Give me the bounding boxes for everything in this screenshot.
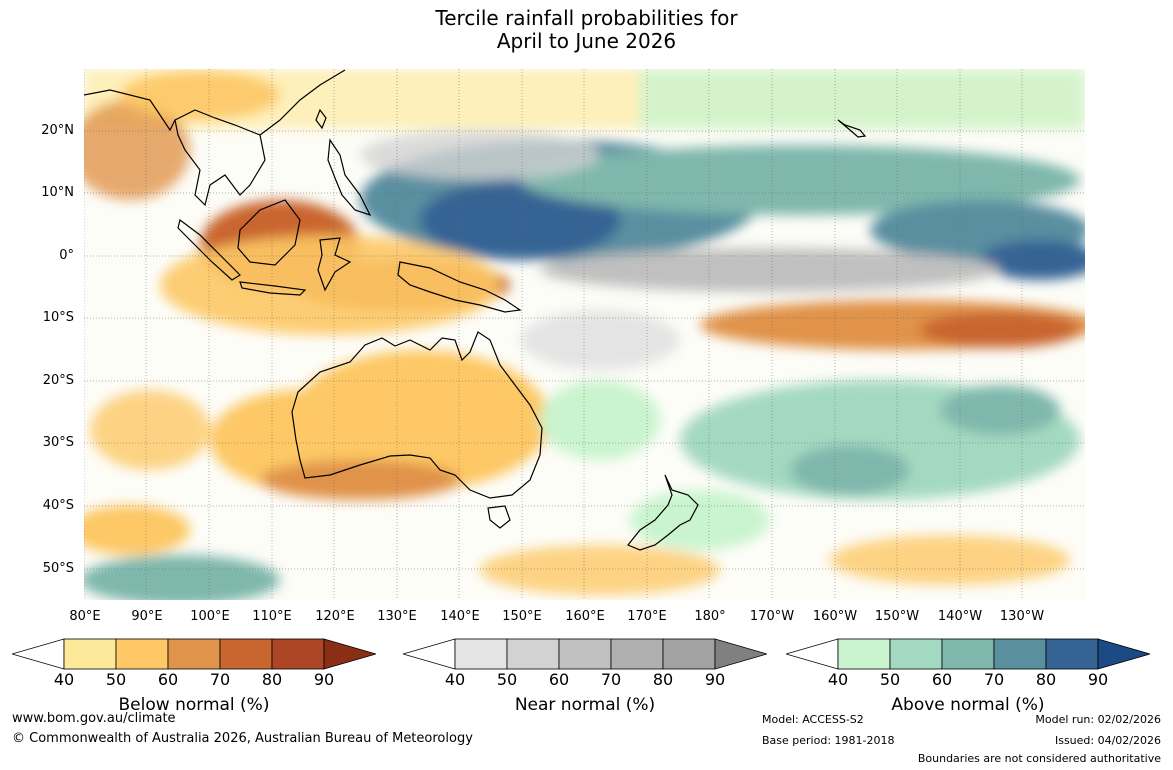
lon-label: 150°E: [502, 609, 542, 624]
sumatra-coast: [177, 218, 241, 281]
near-colorbar-segment: [558, 638, 612, 670]
below-tick: 70: [209, 670, 231, 689]
above-colorbar-segment: [837, 638, 891, 670]
java-coast: [239, 281, 307, 296]
near-colorbar-segment: [610, 638, 664, 670]
below-tick: 90: [313, 670, 335, 689]
below-tick: 40: [53, 670, 75, 689]
boundaries-disclaimer: Boundaries are not considered authoritat…: [917, 752, 1161, 765]
lat-label: 0°: [59, 248, 74, 263]
above-colorbar-segment: [941, 638, 995, 670]
lon-label: 120°E: [315, 609, 355, 624]
near-tick: 60: [548, 670, 570, 689]
near-colorbar-segment: [506, 638, 560, 670]
lon-label: 140°E: [440, 609, 480, 624]
source-url: www.bom.gov.au/climate: [12, 711, 176, 726]
lat-label: 30°S: [42, 435, 74, 450]
map-title-line-1: Tercile rainfall probabilities for: [435, 6, 738, 30]
asia-coast: [84, 69, 346, 136]
philippines-coast: [327, 138, 372, 217]
near-normal-colorbar: [403, 638, 767, 670]
below-tick: 60: [157, 670, 179, 689]
above-normal-colorbar: [786, 638, 1150, 670]
new-guinea-coast: [397, 261, 522, 313]
borneo-coast: [237, 199, 301, 266]
above-tick: 70: [983, 670, 1005, 689]
near-tick: 80: [652, 670, 674, 689]
near-colorbar-segment: [454, 638, 508, 670]
lon-label: 130°W: [999, 609, 1045, 624]
below-normal-label: Below normal (%): [118, 695, 270, 715]
lon-label: 80°E: [69, 609, 101, 624]
issued-date: Issued: 04/02/2026: [1054, 734, 1161, 747]
near-colorbar-low-end: [403, 638, 456, 670]
australia-coast: [291, 331, 543, 499]
map-title-line-2: April to June 2026: [496, 29, 677, 53]
model-name: Model: ACCESS-S2: [762, 713, 864, 726]
lat-label: 40°S: [42, 498, 74, 513]
above-colorbar-segment: [889, 638, 943, 670]
near-tick: 70: [600, 670, 622, 689]
above-colorbar-segment: [1045, 638, 1099, 670]
below-colorbar-segment: [167, 638, 221, 670]
below-normal-colorbar: [12, 638, 376, 670]
lon-label: 170°W: [749, 609, 795, 624]
below-colorbar-low-end: [12, 638, 65, 670]
coastlines: [84, 69, 867, 551]
above-colorbar-segment: [993, 638, 1047, 670]
lat-label: 10°S: [42, 310, 74, 325]
taiwan-coast: [315, 108, 327, 130]
lon-label: 160°E: [565, 609, 605, 624]
lon-label: 130°E: [377, 609, 417, 624]
near-tick: 40: [444, 670, 466, 689]
below-colorbar-high-end: [323, 638, 376, 670]
sulawesi-coast: [317, 237, 352, 292]
below-colorbar-segment: [271, 638, 325, 670]
lon-label: 100°E: [190, 609, 230, 624]
new-zealand-coast: [627, 474, 699, 551]
above-normal-label: Above normal (%): [891, 695, 1045, 715]
below-colorbar-segment: [115, 638, 169, 670]
above-tick: 50: [879, 670, 901, 689]
lon-label: 160°W: [812, 609, 858, 624]
above-tick: 90: [1087, 670, 1109, 689]
lat-label: 20°S: [42, 373, 74, 388]
graticule: [84, 69, 1085, 600]
below-colorbar-segment: [219, 638, 273, 670]
lon-label: 140°W: [937, 609, 983, 624]
copyright: © Commonwealth of Australia 2026, Austra…: [12, 731, 473, 746]
probability-shading: [84, 69, 1085, 600]
above-colorbar-low-end: [786, 638, 839, 670]
lon-label: 180°: [694, 609, 726, 624]
model-run-date: Model run: 02/02/2026: [1035, 713, 1161, 726]
below-tick: 80: [261, 670, 283, 689]
lat-label: 20°N: [41, 123, 74, 138]
lat-label: 10°N: [41, 185, 74, 200]
lon-label: 110°E: [252, 609, 292, 624]
above-colorbar-high-end: [1097, 638, 1150, 670]
below-tick: 50: [105, 670, 127, 689]
near-tick: 50: [496, 670, 518, 689]
near-normal-label: Near normal (%): [514, 695, 656, 715]
tasmania-coast: [487, 505, 511, 529]
indochina-coast: [174, 109, 266, 207]
above-tick: 80: [1035, 670, 1057, 689]
hawaii-coast: [837, 119, 867, 138]
near-tick: 90: [704, 670, 726, 689]
lon-label: 90°E: [131, 609, 163, 624]
lon-label: 150°W: [874, 609, 920, 624]
below-colorbar-segment: [63, 638, 117, 670]
map-field: [84, 69, 1085, 600]
above-tick: 40: [827, 670, 849, 689]
base-period: Base period: 1981-2018: [762, 734, 895, 747]
near-colorbar-segment: [662, 638, 716, 670]
above-tick: 60: [931, 670, 953, 689]
near-colorbar-high-end: [714, 638, 767, 670]
lat-label: 50°S: [42, 561, 74, 576]
lon-label: 170°E: [627, 609, 667, 624]
